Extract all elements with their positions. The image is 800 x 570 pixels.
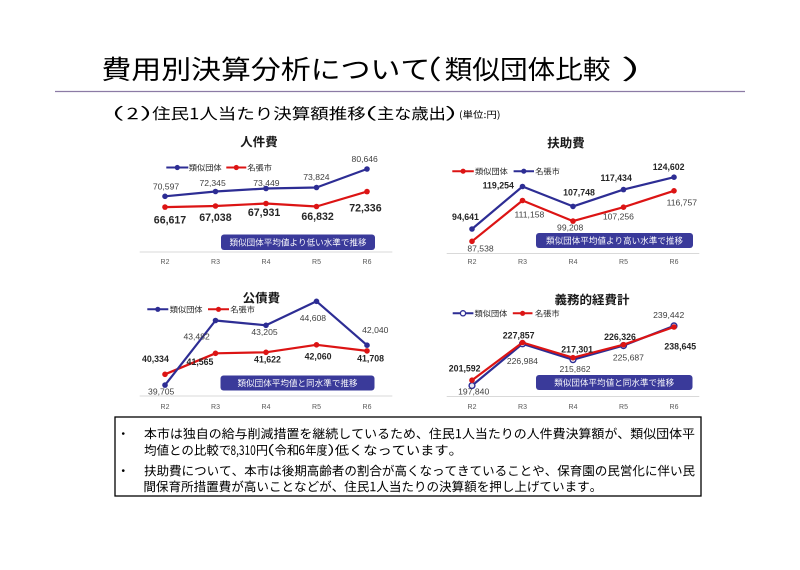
svg-text:116,757: 116,757 [667,198,698,208]
svg-text:R2: R2 [468,259,477,266]
svg-text:41,622: 41,622 [254,355,281,365]
svg-text:43,205: 43,205 [251,327,278,337]
svg-text:R3: R3 [211,259,220,266]
svg-text:66,832: 66,832 [301,211,334,223]
svg-text:72,345: 72,345 [199,178,226,188]
svg-text:87,538: 87,538 [467,243,494,253]
svg-text:226,984: 226,984 [507,356,538,366]
svg-text:R3: R3 [211,404,220,411]
svg-text:41,565: 41,565 [187,357,214,367]
svg-text:R4: R4 [262,259,271,266]
svg-text:80,646: 80,646 [352,154,379,164]
svg-text:227,857: 227,857 [503,331,535,341]
svg-text:42,040: 42,040 [362,325,389,335]
svg-text:41,708: 41,708 [357,354,384,364]
svg-text:42,060: 42,060 [305,351,332,361]
svg-text:201,592: 201,592 [449,364,481,374]
svg-text:119,254: 119,254 [483,181,514,191]
svg-text:66,617: 66,617 [154,215,187,227]
svg-text:215,862: 215,862 [559,364,590,374]
svg-text:R5: R5 [619,404,628,411]
svg-text:238,645: 238,645 [664,342,696,352]
svg-text:R5: R5 [619,259,628,266]
svg-text:217,301: 217,301 [561,344,593,354]
svg-text:117,434: 117,434 [601,173,632,183]
svg-text:72,336: 72,336 [349,203,382,215]
svg-text:R5: R5 [312,259,321,266]
svg-text:R2: R2 [161,404,170,411]
svg-text:73,449: 73,449 [253,178,280,188]
svg-text:67,038: 67,038 [199,212,232,224]
svg-text:R3: R3 [518,259,527,266]
svg-text:R6: R6 [670,404,679,411]
svg-text:44,608: 44,608 [300,313,327,323]
svg-text:R4: R4 [569,404,578,411]
svg-text:73,824: 73,824 [303,172,330,182]
svg-text:197,840: 197,840 [458,386,489,396]
svg-text:107,256: 107,256 [603,211,634,221]
svg-text:70,597: 70,597 [153,181,180,191]
svg-text:94,641: 94,641 [452,212,479,222]
svg-text:R2: R2 [161,259,170,266]
svg-text:225,687: 225,687 [613,352,644,362]
svg-text:111,158: 111,158 [515,209,545,219]
svg-text:43,482: 43,482 [183,332,210,342]
svg-text:99,208: 99,208 [557,223,584,233]
svg-text:226,326: 226,326 [604,332,636,342]
svg-text:124,602: 124,602 [653,162,685,172]
svg-text:39,705: 39,705 [148,386,175,396]
svg-text:R6: R6 [363,259,372,266]
svg-text:R6: R6 [670,259,679,266]
svg-text:40,334: 40,334 [142,354,169,364]
svg-text:R6: R6 [363,404,372,411]
svg-text:R2: R2 [468,404,477,411]
svg-text:R4: R4 [262,404,271,411]
svg-text:R4: R4 [569,259,578,266]
svg-text:107,748: 107,748 [563,187,595,197]
svg-text:239,442: 239,442 [653,310,684,320]
svg-text:67,931: 67,931 [248,207,281,219]
svg-text:R5: R5 [312,404,321,411]
svg-text:R3: R3 [518,404,527,411]
